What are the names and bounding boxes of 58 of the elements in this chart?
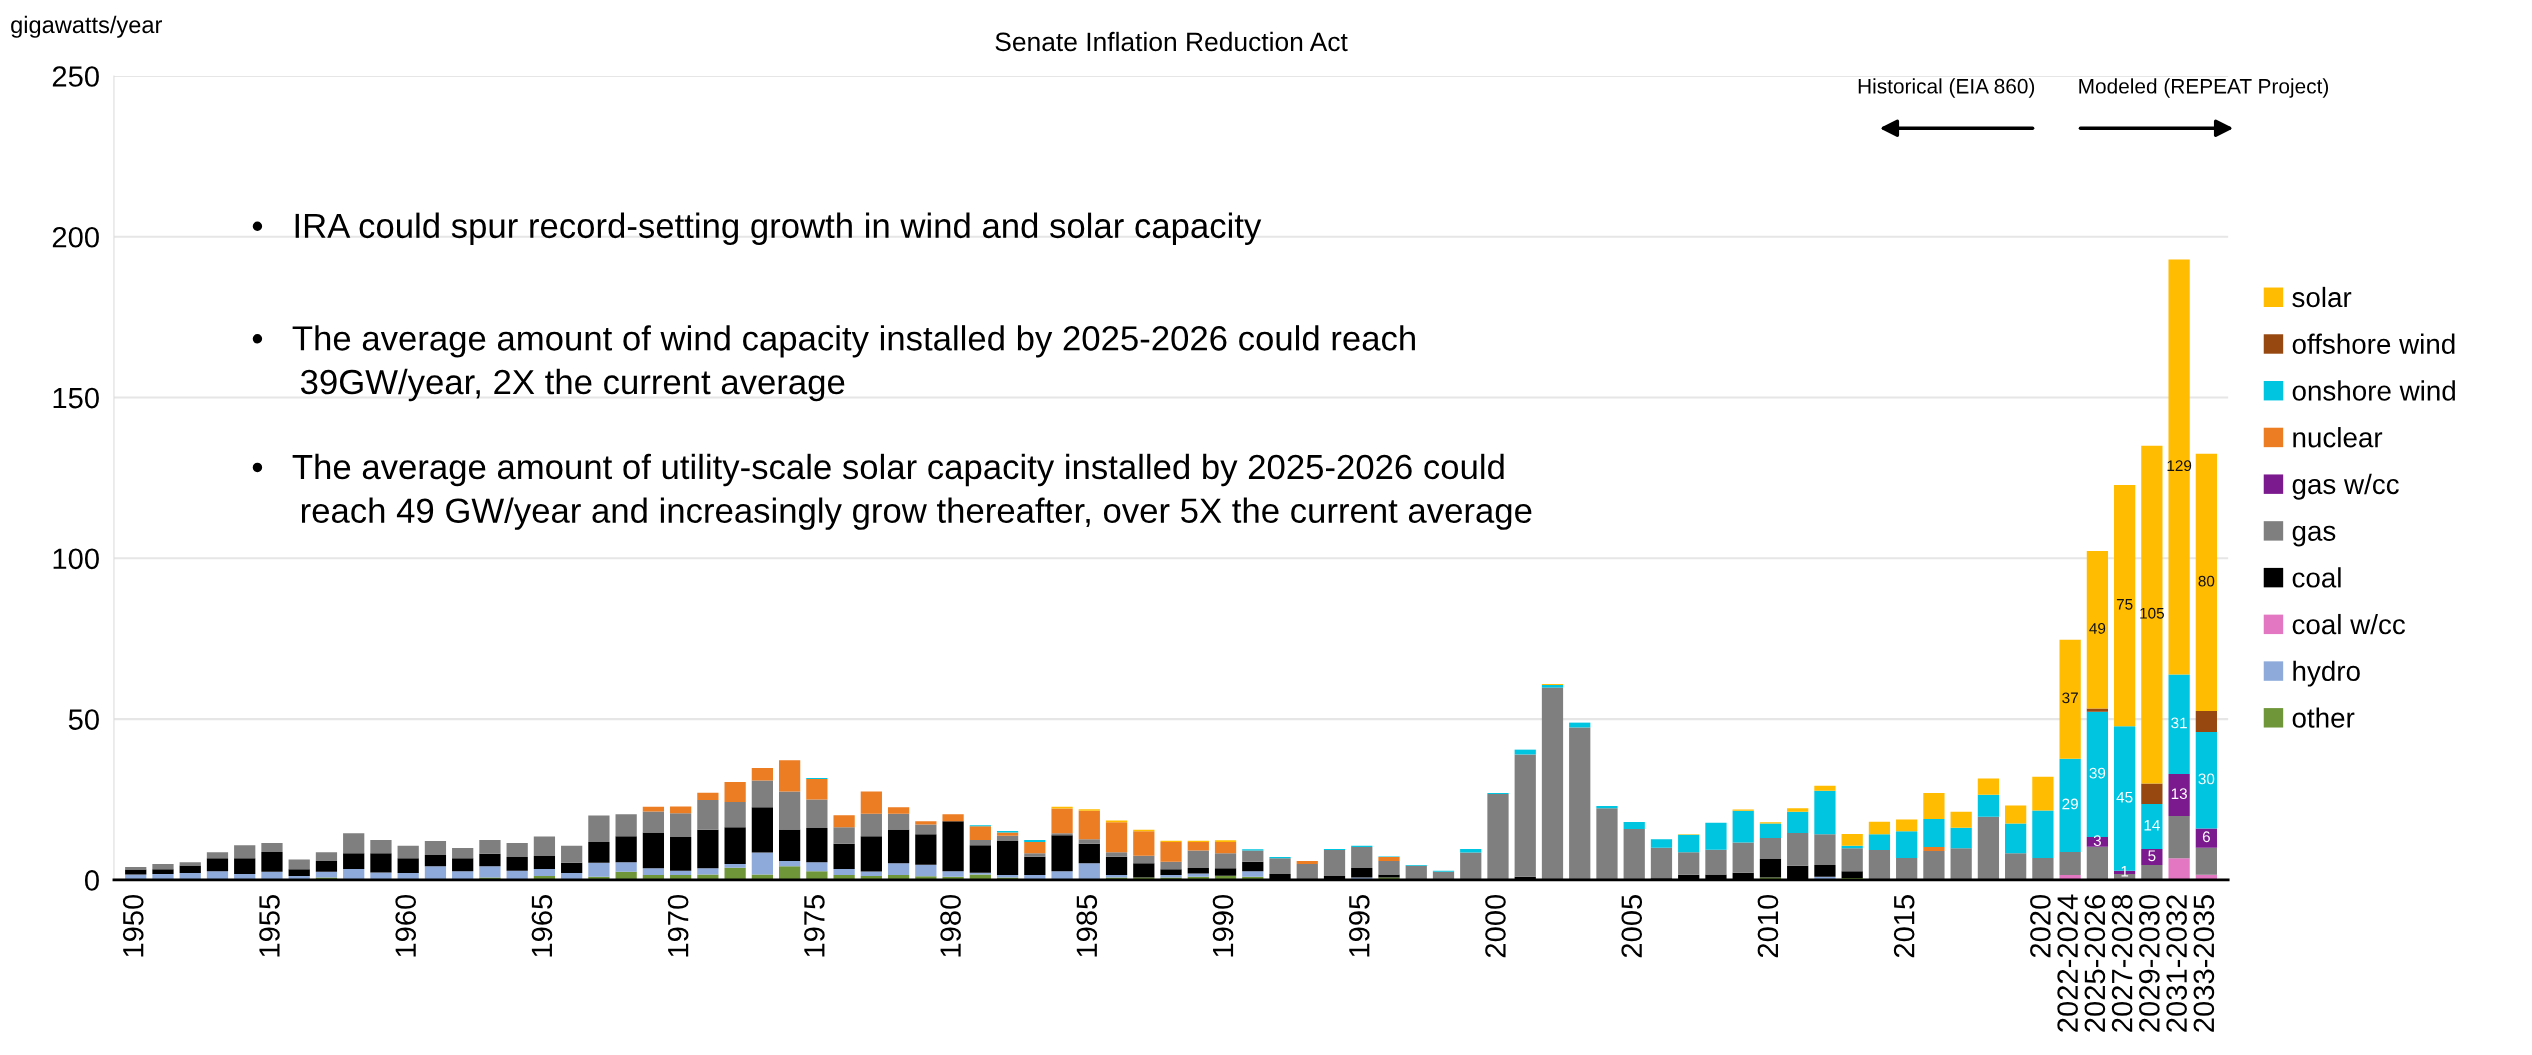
x-tick-label: 2020 bbox=[2030, 894, 2051, 958]
y-tick-label: 150 bbox=[53, 387, 99, 409]
x-tick-label: 2029-2030 bbox=[2139, 894, 2160, 1032]
legend-label: hydro bbox=[2293, 660, 2360, 687]
x-tick-label: 2010 bbox=[1757, 894, 1779, 958]
x-tick-label: 1960 bbox=[395, 894, 417, 957]
chart-title: Senate Inflation Reduction Act bbox=[995, 31, 1348, 52]
x-tick-label: 2033-2035 bbox=[2193, 894, 2215, 1032]
data-label: 49 bbox=[2089, 622, 2106, 634]
data-label: 6 bbox=[2202, 831, 2210, 843]
x-tick-label: 2027-2028 bbox=[2111, 895, 2133, 1032]
annotation: Historical (EIA 860) bbox=[1858, 78, 2035, 98]
data-label: 29 bbox=[2062, 798, 2078, 810]
data-label: 5 bbox=[2148, 850, 2156, 862]
data-label: 31 bbox=[2171, 717, 2187, 729]
data-label: 37 bbox=[2062, 692, 2078, 704]
data-label: 45 bbox=[2116, 791, 2133, 803]
y-tick-label: 100 bbox=[53, 548, 99, 570]
legend-label: solar bbox=[2292, 286, 2352, 308]
data-label: 80 bbox=[2198, 575, 2215, 587]
x-tick-label: 1965 bbox=[531, 894, 553, 957]
data-label: 75 bbox=[2116, 599, 2133, 610]
annotation: Modeled (REPEAT Project) bbox=[2079, 78, 2329, 98]
legend-label: coal w/cc bbox=[2292, 613, 2406, 635]
x-tick-label: 2000 bbox=[1485, 894, 1506, 958]
legend-label: gas bbox=[2292, 525, 2336, 547]
annotation: • The average amount of wind capacity installed by 2025-2026 could reach 39GW/year, 2X the current average bbox=[252, 325, 1415, 402]
data-label: 13 bbox=[2171, 788, 2187, 800]
legend-label: nuclear bbox=[2293, 427, 2383, 448]
data-label: 3 bbox=[2093, 835, 2101, 847]
x-tick-label: 1985 bbox=[1076, 894, 1098, 957]
x-tick-label: 1990 bbox=[1212, 894, 1234, 957]
annotation: • The average amount of utility-scale solar capacity installed by 2025-2026 could reach 49 GW/year and increasingly grow thereafter, over 5X the current average bbox=[252, 453, 1532, 530]
x-tick-label: 2022-2024 bbox=[2057, 894, 2078, 1032]
legend-label: onshore wind bbox=[2292, 380, 2455, 401]
data-label: 14 bbox=[2144, 819, 2160, 831]
legend-label: gas w/cc bbox=[2292, 473, 2399, 500]
x-tick-label: 1955 bbox=[259, 894, 280, 957]
x-tick-label: 1950 bbox=[122, 894, 144, 957]
y-tick-label: 50 bbox=[68, 709, 99, 730]
y-tick-label: 250 bbox=[52, 66, 99, 87]
y-tick-label: 0 bbox=[84, 870, 99, 891]
legend-label: coal bbox=[2292, 567, 2341, 588]
x-tick-label: 1970 bbox=[667, 894, 689, 957]
x-tick-label: 2015 bbox=[1893, 894, 1915, 958]
x-tick-label: 2031-2032 bbox=[2166, 895, 2187, 1032]
y-axis-title: gigawatts/year bbox=[11, 15, 162, 38]
x-tick-label: 1995 bbox=[1348, 894, 1370, 957]
x-tick-label: 2025-2026 bbox=[2084, 895, 2106, 1032]
annotation: • IRA could spur record-setting growth in wind and solar capacity bbox=[252, 212, 1262, 245]
data-label: 30 bbox=[2198, 773, 2215, 785]
x-tick-label: 1975 bbox=[804, 894, 825, 957]
data-label: 39 bbox=[2089, 767, 2106, 779]
legend-label: offshore wind bbox=[2292, 333, 2455, 354]
x-tick-label: 2005 bbox=[1621, 894, 1643, 958]
y-tick-label: 200 bbox=[52, 226, 99, 248]
legend-label: other bbox=[2292, 707, 2355, 728]
x-tick-label: 1980 bbox=[940, 894, 961, 957]
